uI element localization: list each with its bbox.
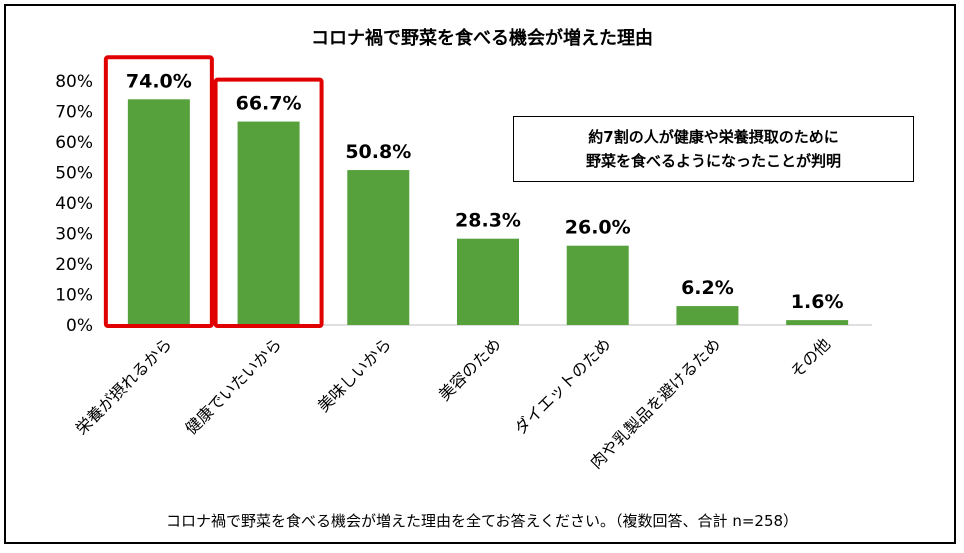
data-label: 1.6% xyxy=(791,291,844,313)
x-tick-label: 美味しいから xyxy=(314,334,395,415)
data-label: 66.7% xyxy=(236,93,302,115)
y-tick-label: 0% xyxy=(66,316,93,336)
y-tick-label: 30% xyxy=(55,225,93,245)
callout-box: 約7割の人が健康や栄養摂取のために 野菜を食べるようになったことが判明 xyxy=(513,116,914,182)
y-tick-label: 80% xyxy=(55,72,93,92)
data-label: 50.8% xyxy=(345,141,411,163)
survey-footnote: コロナ禍で野菜を食べる機会が増えた理由を全てお答えください。（複数回答、合計 n… xyxy=(165,512,799,530)
bar-4 xyxy=(457,238,519,325)
bar-7 xyxy=(786,320,849,325)
data-label: 6.2% xyxy=(681,277,734,299)
x-tick-label: その他 xyxy=(787,334,834,381)
bar-2 xyxy=(237,121,300,325)
highlight-box xyxy=(213,77,324,328)
y-tick-label: 50% xyxy=(55,164,93,184)
highlight-box xyxy=(103,55,214,329)
data-label: 74.0% xyxy=(126,70,192,92)
chart-frame xyxy=(4,4,956,544)
x-tick-label: ダイエットのため xyxy=(511,334,615,438)
callout-line-2: 野菜を食べるようになったことが判明 xyxy=(585,152,841,170)
y-tick-label: 20% xyxy=(55,255,93,275)
data-label: 28.3% xyxy=(455,210,521,232)
y-tick-label: 40% xyxy=(55,194,93,214)
x-tick-label: 健康でいたいから xyxy=(181,334,285,438)
x-tick-label: 美容のため xyxy=(435,334,505,404)
y-tick-label: 10% xyxy=(55,286,93,306)
data-label: 26.0% xyxy=(565,217,631,239)
callout-line-1: 約7割の人が健康や栄養摂取のために xyxy=(588,128,839,146)
bar-6 xyxy=(676,306,739,325)
x-tick-label: 栄養が摂れるから xyxy=(72,334,176,438)
y-tick-label: 70% xyxy=(55,103,93,123)
y-tick-label: 60% xyxy=(55,133,93,153)
bar-1 xyxy=(127,99,190,325)
bar-5 xyxy=(566,245,629,325)
chart-title: コロナ禍で野菜を食べる機会が増えた理由 xyxy=(311,28,653,49)
bar-3 xyxy=(347,170,410,325)
